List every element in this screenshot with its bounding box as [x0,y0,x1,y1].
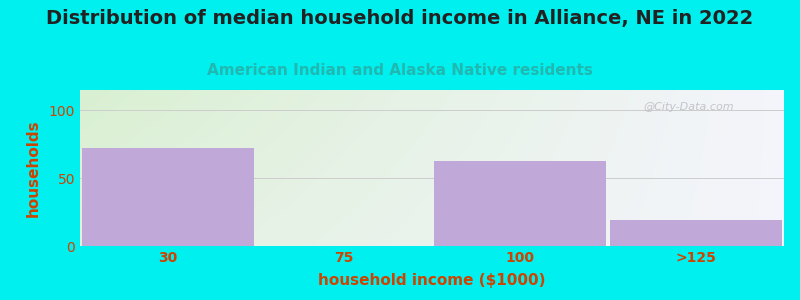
Text: Distribution of median household income in Alliance, NE in 2022: Distribution of median household income … [46,9,754,28]
X-axis label: household income ($1000): household income ($1000) [318,273,546,288]
Y-axis label: households: households [26,119,41,217]
Bar [610,220,782,246]
Bar [82,148,254,246]
Text: @City-Data.com: @City-Data.com [643,103,734,112]
Text: American Indian and Alaska Native residents: American Indian and Alaska Native reside… [207,63,593,78]
Bar [434,160,606,246]
